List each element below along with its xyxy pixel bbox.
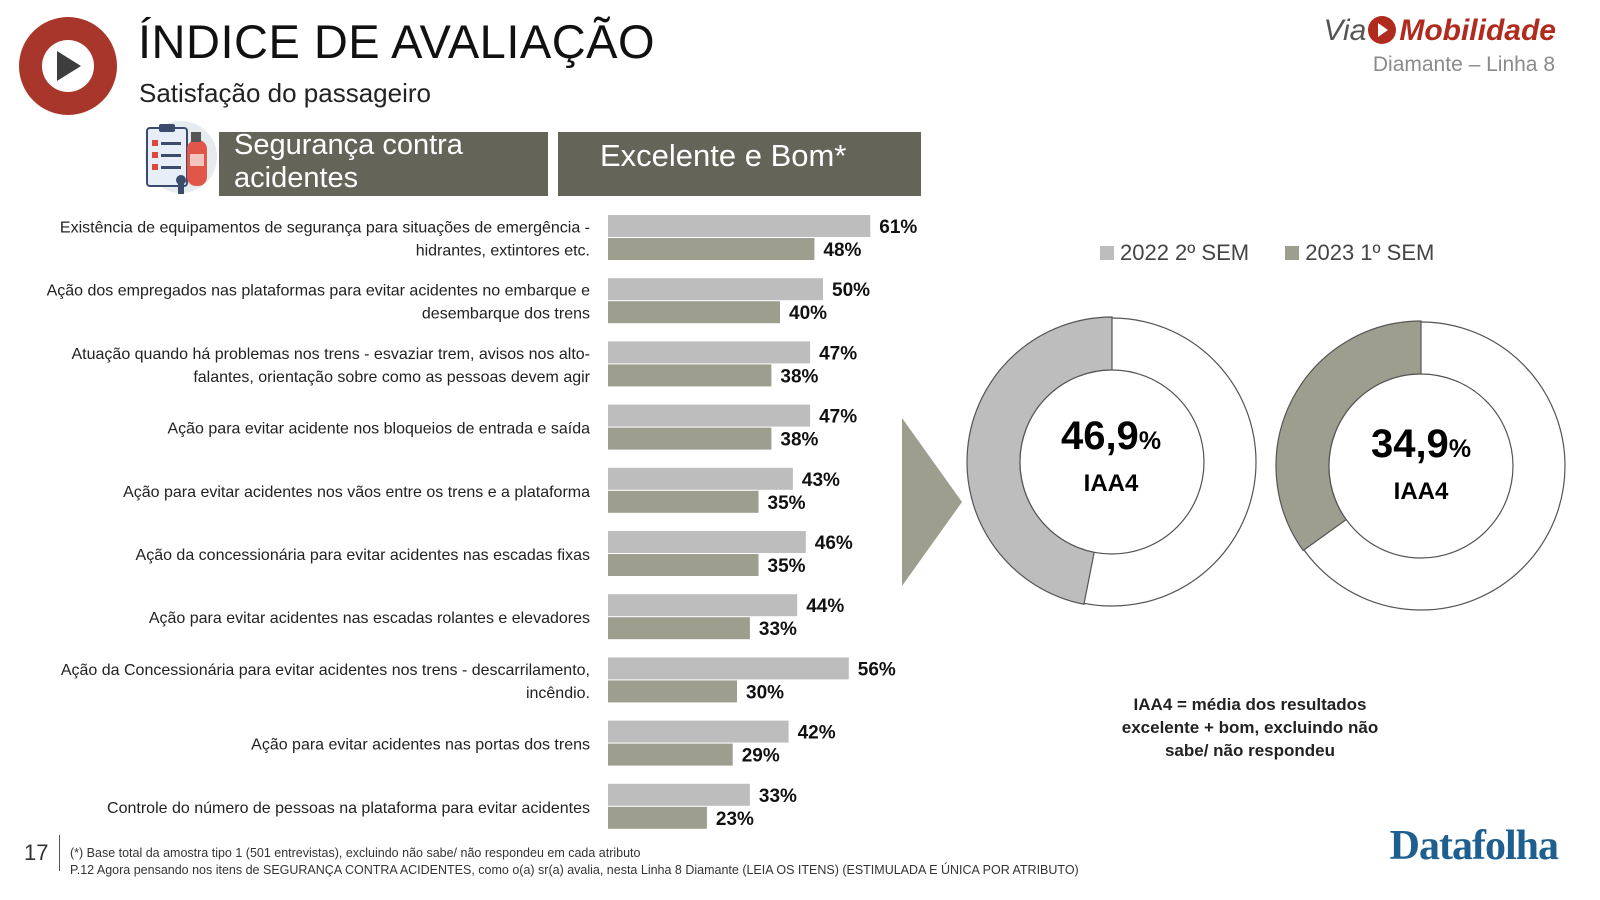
donut-2023-value: 34,9% <box>1321 422 1521 467</box>
bar-2022 <box>608 404 811 427</box>
category-label: Ação da Concessionária para evitar acide… <box>61 662 590 679</box>
category-label: incêndio. <box>526 685 590 702</box>
footnote-question: P.12 Agora pensando nos itens de SEGURAN… <box>70 863 1079 877</box>
data-label: 56% <box>858 659 896 680</box>
donut-2022-value: 46,9% <box>1011 414 1211 459</box>
category-header: Segurança contra acidentes <box>219 129 548 196</box>
donut-chart-2022 <box>966 316 1257 607</box>
data-label: 35% <box>768 556 806 577</box>
data-label: 33% <box>759 619 797 640</box>
chart-legend: 2022 2º SEM 2023 1º SEM <box>1100 240 1464 266</box>
data-label: 23% <box>716 809 754 830</box>
footer-divider <box>59 835 60 871</box>
donut-hole <box>1328 373 1514 559</box>
page-number: 17 <box>24 840 49 865</box>
bar-2023 <box>608 680 737 703</box>
data-label: 48% <box>823 240 861 261</box>
donut-2022-label: IAA4 <box>1083 470 1139 497</box>
footnote-base: (*) Base total da amostra tipo 1 (501 en… <box>70 846 641 860</box>
bar-2023 <box>608 427 772 450</box>
category-label: hidrantes, extintores etc. <box>416 243 590 260</box>
data-label: 29% <box>742 746 780 767</box>
metric-title: Excelente e Bom* <box>600 138 847 173</box>
data-label: 46% <box>815 533 853 554</box>
bar-2023 <box>608 743 733 766</box>
data-label: 43% <box>802 470 840 491</box>
data-label: 47% <box>819 407 857 428</box>
donut-2023-label: IAA4 <box>1393 478 1449 505</box>
legend-item-2022: 2022 2º SEM <box>1100 240 1249 266</box>
bar-2023 <box>608 617 750 640</box>
bar-2022 <box>608 594 798 617</box>
category-label: Ação dos empregados nas plataformas para… <box>47 283 591 300</box>
category-label: Ação da concessionária para evitar acide… <box>136 547 590 564</box>
arrow-right-icon <box>902 418 962 586</box>
data-label: 47% <box>819 343 857 364</box>
legend-label: 2023 1º SEM <box>1305 240 1435 265</box>
bar-2023 <box>608 364 772 387</box>
legend-swatch <box>1100 246 1114 260</box>
bar-2022 <box>608 341 811 364</box>
data-label: 33% <box>759 786 797 807</box>
category-title: Segurança contra acidentes <box>234 129 463 194</box>
category-label: Controle do número de pessoas na platafo… <box>107 800 590 817</box>
data-label: 44% <box>806 596 844 617</box>
metric-header: Excelente e Bom* <box>558 132 921 196</box>
bar-2023 <box>608 806 707 829</box>
data-label: 38% <box>780 430 818 451</box>
bar-2023 <box>608 490 759 513</box>
data-label: 38% <box>780 366 818 387</box>
data-label: 30% <box>746 682 784 703</box>
bar-2023 <box>608 554 759 576</box>
data-label: 42% <box>798 723 836 744</box>
data-label: 61% <box>879 217 917 238</box>
donut-2022-unit: % <box>1138 427 1162 455</box>
iaa-definition-note: IAA4 = média dos resultados excelente + … <box>1121 695 1379 760</box>
data-label: 40% <box>789 303 827 324</box>
legend-label: 2022 2º SEM <box>1120 240 1250 265</box>
bar-2023 <box>608 301 780 324</box>
bar-2022 <box>608 278 823 301</box>
category-label: desembarque dos trens <box>422 306 590 323</box>
legend-swatch <box>1285 246 1300 260</box>
play-logo-icon <box>19 17 117 115</box>
brand-via-text: Via <box>1323 14 1367 47</box>
bar-2022 <box>608 657 849 680</box>
brand-logo: Via Mobilidade <box>1324 14 1557 48</box>
legend-item-2023: 2023 1º SEM <box>1285 240 1434 266</box>
donut-chart-2023 <box>1275 320 1566 611</box>
category-label: Atuação quando há problemas nos trens - … <box>72 346 591 363</box>
category-label: Ação para evitar acidentes nas escadas r… <box>149 610 590 627</box>
page-subtitle: Satisfação do passageiro <box>139 78 431 108</box>
data-label: 35% <box>768 493 806 514</box>
horizontal-bar-chart: Existência de equipamentos de segurança … <box>47 215 917 830</box>
category-label: falantes, orientação sobre como as pesso… <box>193 369 590 386</box>
donut-hole <box>1019 369 1205 555</box>
category-label: Ação para evitar acidentes nos vãos entr… <box>123 484 590 501</box>
category-label: Existência de equipamentos de segurança … <box>60 220 590 237</box>
donut-2022-number: 46,9 <box>1060 414 1139 458</box>
donut-2023-unit: % <box>1448 435 1472 463</box>
brand-play-icon <box>1368 16 1397 44</box>
category-label: Ação para evitar acidentes nas portas do… <box>251 737 590 754</box>
bar-2022 <box>608 467 793 490</box>
safety-checklist-icon <box>145 121 217 194</box>
data-label: 50% <box>832 280 870 301</box>
bar-2023 <box>608 238 815 260</box>
brand-mobilidade-text: Mobilidade <box>1399 14 1556 47</box>
bar-2022 <box>608 215 871 237</box>
line-name: Diamante – Linha 8 <box>1372 53 1555 76</box>
datafolha-logo: Datafolha <box>1389 823 1559 869</box>
bar-2022 <box>608 531 806 553</box>
category-label: Ação para evitar acidente nos bloqueios … <box>167 421 590 438</box>
bar-2022 <box>608 720 789 743</box>
page-title: ÍNDICE DE AVALIAÇÃO <box>138 15 656 68</box>
donut-2023-number: 34,9 <box>1370 422 1449 466</box>
bar-2022 <box>608 783 750 806</box>
